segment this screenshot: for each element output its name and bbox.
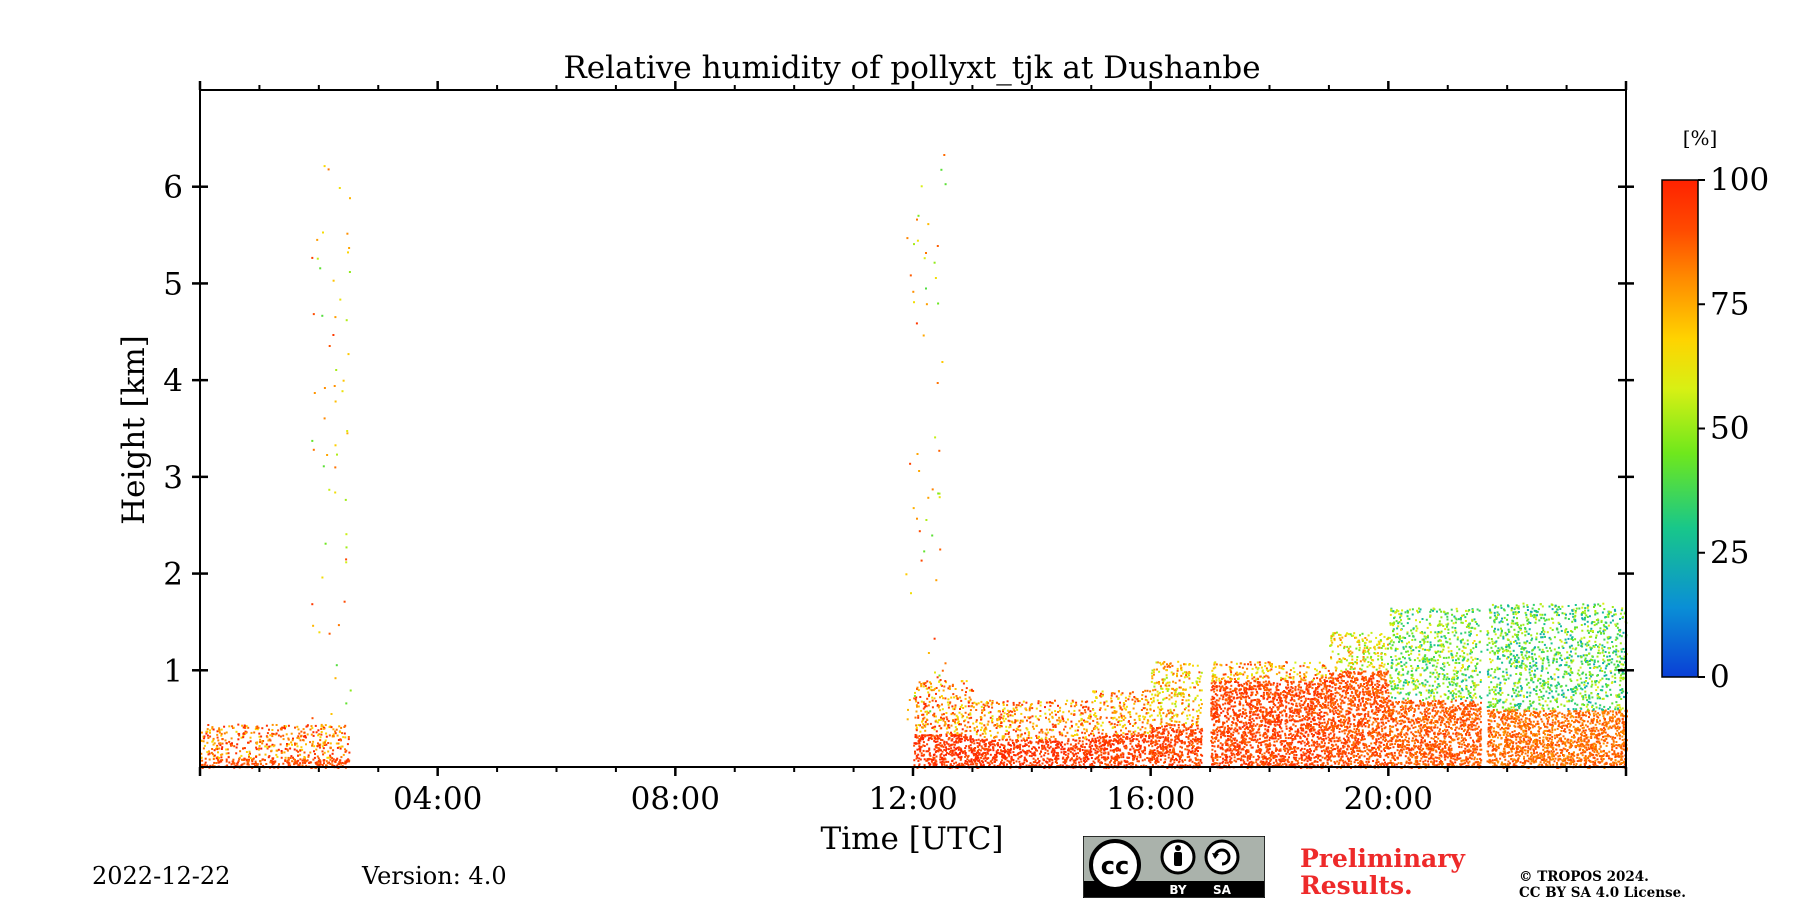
colorbar bbox=[1662, 180, 1698, 677]
x-tick-label: 08:00 bbox=[631, 781, 720, 817]
colorbar-tick-label: 100 bbox=[1710, 162, 1769, 198]
date-label: 2022-12-22 bbox=[92, 862, 230, 890]
rh-segment bbox=[1388, 608, 1482, 770]
rh-sparse-profile bbox=[311, 165, 351, 719]
x-tick-label: 12:00 bbox=[868, 781, 957, 817]
rh-segment bbox=[1486, 603, 1628, 769]
rh-sparse-profile bbox=[905, 154, 946, 720]
chart-title: Relative humidity of pollyxt_tjk at Dush… bbox=[563, 50, 1260, 86]
copyright-line-2: CC BY SA 4.0 License. bbox=[1519, 885, 1686, 901]
y-tick-label: 2 bbox=[163, 557, 183, 593]
by-label: BY bbox=[1169, 883, 1186, 897]
colorbar-tick-label: 25 bbox=[1710, 535, 1749, 571]
colorbar-tick-label: 0 bbox=[1710, 659, 1730, 695]
x-axis-label: Time [UTC] bbox=[821, 821, 1004, 857]
y-axis: 1 2 3 4 5 6 bbox=[163, 170, 1634, 690]
cc-by-sa-logo: cc BY SA bbox=[1083, 836, 1265, 898]
sa-label: SA bbox=[1213, 883, 1232, 897]
preliminary-line-2: Results. bbox=[1300, 872, 1465, 899]
y-tick-label: 5 bbox=[163, 266, 183, 302]
y-tick-label: 1 bbox=[163, 653, 183, 689]
rh-segment bbox=[973, 700, 1094, 769]
y-tick-label: 3 bbox=[163, 460, 183, 496]
x-tick-label: 04:00 bbox=[393, 781, 482, 817]
preliminary-line-1: Preliminary bbox=[1300, 845, 1465, 872]
version-label: Version: 4.0 bbox=[362, 862, 507, 890]
copyright-note: © TROPOS 2024. CC BY SA 4.0 License. bbox=[1519, 869, 1686, 901]
rh-segment bbox=[1091, 690, 1152, 769]
sa-icon bbox=[1206, 841, 1238, 873]
x-tick-label: 20:00 bbox=[1344, 781, 1433, 817]
rh-segment bbox=[913, 680, 974, 769]
colorbar-unit-label: [%] bbox=[1683, 126, 1718, 150]
colorbar-ticks: 0 25 50 75 100 bbox=[1698, 162, 1769, 695]
preliminary-results-note: Preliminary Results. bbox=[1300, 845, 1465, 899]
y-axis-label: Height [km] bbox=[116, 335, 152, 525]
copyright-line-1: © TROPOS 2024. bbox=[1519, 869, 1686, 885]
rh-segment bbox=[1329, 632, 1390, 769]
rh-segment bbox=[1210, 661, 1331, 769]
y-tick-label: 4 bbox=[163, 363, 183, 399]
cc-icon: cc bbox=[1101, 852, 1129, 880]
colorbar-tick-label: 50 bbox=[1710, 411, 1749, 447]
rh-segment bbox=[200, 724, 350, 769]
humidity-field bbox=[200, 154, 1628, 769]
rh-segment bbox=[1151, 661, 1203, 769]
colorbar-tick-label: 75 bbox=[1710, 286, 1749, 322]
y-tick-label: 6 bbox=[163, 170, 183, 206]
x-tick-label: 16:00 bbox=[1106, 781, 1195, 817]
